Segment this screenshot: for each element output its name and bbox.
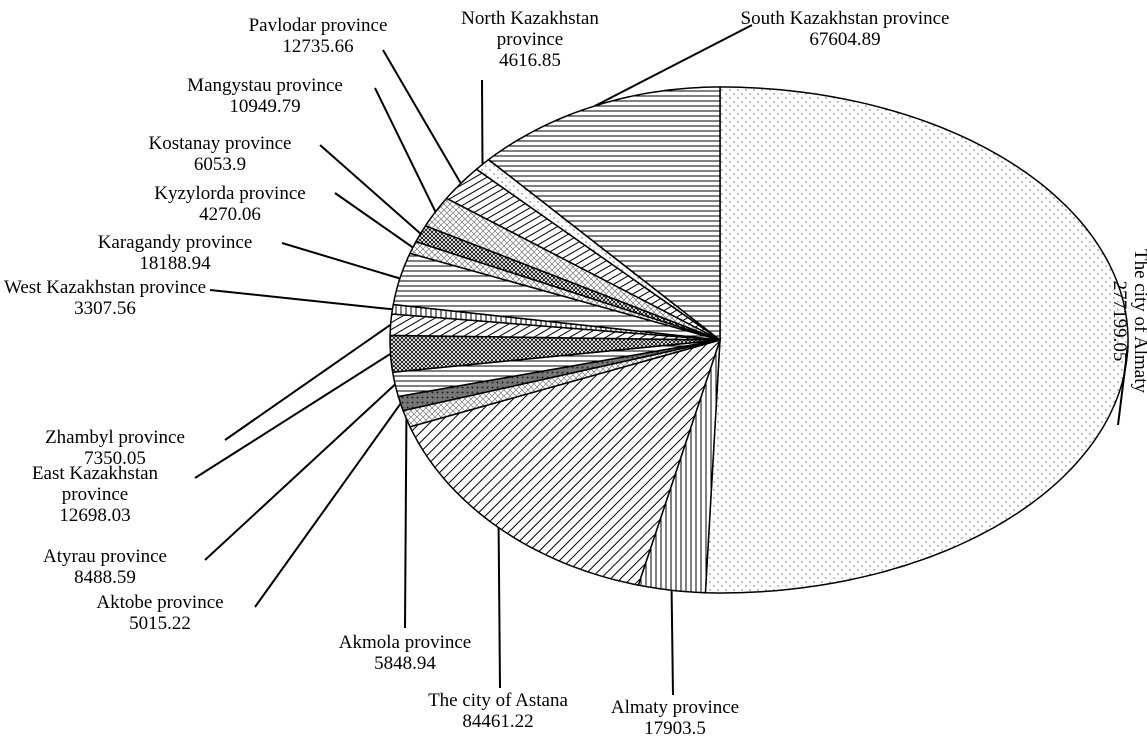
leader-line	[382, 49, 462, 184]
slice-label: The city of Astana 84461.22	[398, 690, 598, 732]
slice-label: East Kazakhstan province 12698.03	[0, 463, 190, 526]
slice-name: The city of Almaty	[1130, 248, 1147, 394]
leader-line	[481, 79, 484, 165]
slice-label: Akmola province 5848.94	[305, 632, 505, 674]
leader-line	[1117, 345, 1129, 426]
leader-line	[209, 289, 393, 311]
slice-label: Kyzylorda province 4270.06	[120, 183, 340, 225]
slice-label: South Kazakhstan province 67604.89	[740, 8, 950, 50]
slice-name: Mangystau province	[187, 75, 343, 96]
slice-value: 12698.03	[59, 505, 131, 526]
pie-slice	[445, 168, 721, 341]
slice-label: Kostanay province 6053.9	[110, 133, 330, 175]
slice-label: Mangystau province 10949.79	[155, 75, 375, 117]
slice-value: 17903.5	[644, 718, 706, 738]
leader-line	[224, 323, 392, 441]
slice-value: 18188.94	[139, 253, 211, 274]
slice-value: 5848.94	[374, 653, 436, 674]
leader-line	[404, 418, 408, 629]
leader-line	[254, 403, 402, 608]
slice-value: 4616.85	[499, 50, 561, 71]
slice-value: 5015.22	[129, 613, 191, 634]
slice-value: 10949.79	[229, 96, 301, 117]
slice-label: Pavlodar province 12735.66	[218, 15, 418, 57]
slice-name: Kyzylorda province	[154, 183, 306, 204]
slice-name: The city of Astana	[428, 690, 568, 711]
slice-name: Almaty province	[610, 697, 740, 718]
slice-label: Atyrau province 8488.59	[5, 546, 205, 588]
slice-label: North Kazakhstan province 4616.85	[440, 8, 620, 71]
slice-value: 6053.9	[193, 154, 247, 175]
slice-value: 7350.05	[84, 448, 146, 469]
slice-label: The city of Almaty 277199.05	[1109, 221, 1147, 421]
leader-line	[194, 352, 392, 479]
leader-line	[594, 24, 753, 107]
slice-name: Pavlodar province	[248, 15, 388, 36]
slice-name: East Kazakhstan province	[31, 463, 159, 505]
slice-value: 67604.89	[809, 29, 881, 50]
slice-name: West Kazakhstan province	[3, 277, 207, 298]
slice-label: Zhambyl province 7350.05	[15, 427, 215, 469]
slice-name: South Kazakhstan province	[740, 8, 950, 29]
slice-name: Karagandy province	[97, 232, 253, 253]
leader-line	[670, 590, 674, 696]
slice-value: 8488.59	[74, 567, 136, 588]
slice-value: 12735.66	[282, 36, 354, 57]
slice-label: West Kazakhstan province 3307.56	[0, 277, 210, 319]
slice-name: Kostanay province	[148, 133, 292, 154]
slice-value: 4270.06	[199, 204, 261, 225]
slice-name: Aktobe province	[96, 592, 224, 613]
leader-line	[374, 87, 437, 213]
leader-line	[281, 242, 401, 280]
slice-name: Atyrau province	[43, 546, 167, 567]
slice-name: Zhambyl province	[45, 427, 185, 448]
slice-label: Almaty province 17903.5	[575, 697, 775, 738]
slice-label: Karagandy province 18188.94	[65, 232, 285, 274]
leader-line	[319, 144, 422, 235]
slice-value: 3307.56	[74, 298, 136, 319]
pie-slice	[704, 86, 1129, 594]
slice-name: Akmola province	[338, 632, 472, 653]
slice-label: Aktobe province 5015.22	[60, 592, 260, 634]
slice-value: 84461.22	[462, 711, 534, 732]
slice-name: North Kazakhstan province	[461, 8, 599, 50]
leader-line	[204, 383, 396, 561]
leader-line	[497, 527, 501, 689]
leader-line	[334, 192, 414, 249]
slice-value: 277199.05	[1109, 280, 1130, 362]
